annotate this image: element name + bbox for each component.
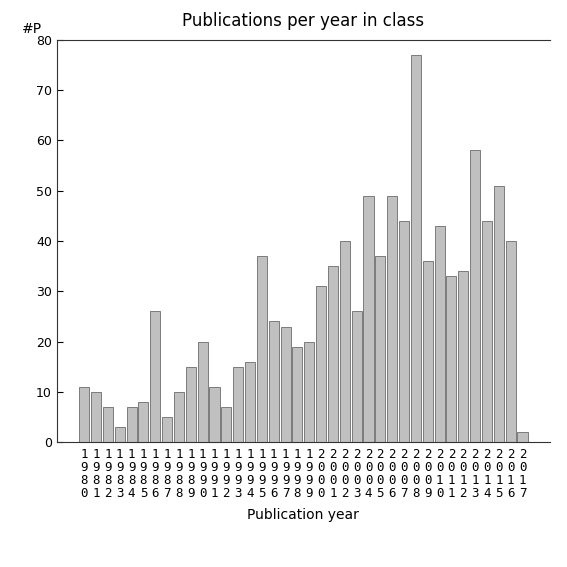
Text: #P: #P: [22, 22, 43, 36]
Bar: [423, 261, 433, 442]
Bar: [221, 407, 231, 442]
Bar: [198, 341, 208, 442]
Bar: [316, 286, 326, 442]
Bar: [304, 341, 314, 442]
Bar: [174, 392, 184, 442]
Bar: [138, 402, 149, 442]
Bar: [126, 407, 137, 442]
Bar: [233, 367, 243, 442]
Bar: [399, 221, 409, 442]
Bar: [494, 185, 504, 442]
Bar: [186, 367, 196, 442]
Bar: [482, 221, 492, 442]
Bar: [281, 327, 291, 442]
Bar: [245, 362, 255, 442]
Bar: [434, 226, 445, 442]
Bar: [363, 196, 374, 442]
Bar: [103, 407, 113, 442]
Bar: [115, 427, 125, 442]
Bar: [340, 241, 350, 442]
X-axis label: Publication year: Publication year: [247, 508, 359, 522]
Bar: [470, 150, 480, 442]
Bar: [257, 256, 267, 442]
Bar: [79, 387, 89, 442]
Bar: [506, 241, 516, 442]
Bar: [458, 271, 468, 442]
Bar: [411, 55, 421, 442]
Bar: [91, 392, 101, 442]
Bar: [352, 311, 362, 442]
Bar: [446, 276, 456, 442]
Bar: [209, 387, 219, 442]
Bar: [387, 196, 397, 442]
Bar: [518, 432, 527, 442]
Bar: [328, 266, 338, 442]
Bar: [293, 346, 302, 442]
Bar: [269, 321, 279, 442]
Bar: [150, 311, 160, 442]
Title: Publications per year in class: Publications per year in class: [182, 12, 425, 30]
Bar: [162, 417, 172, 442]
Bar: [375, 256, 386, 442]
